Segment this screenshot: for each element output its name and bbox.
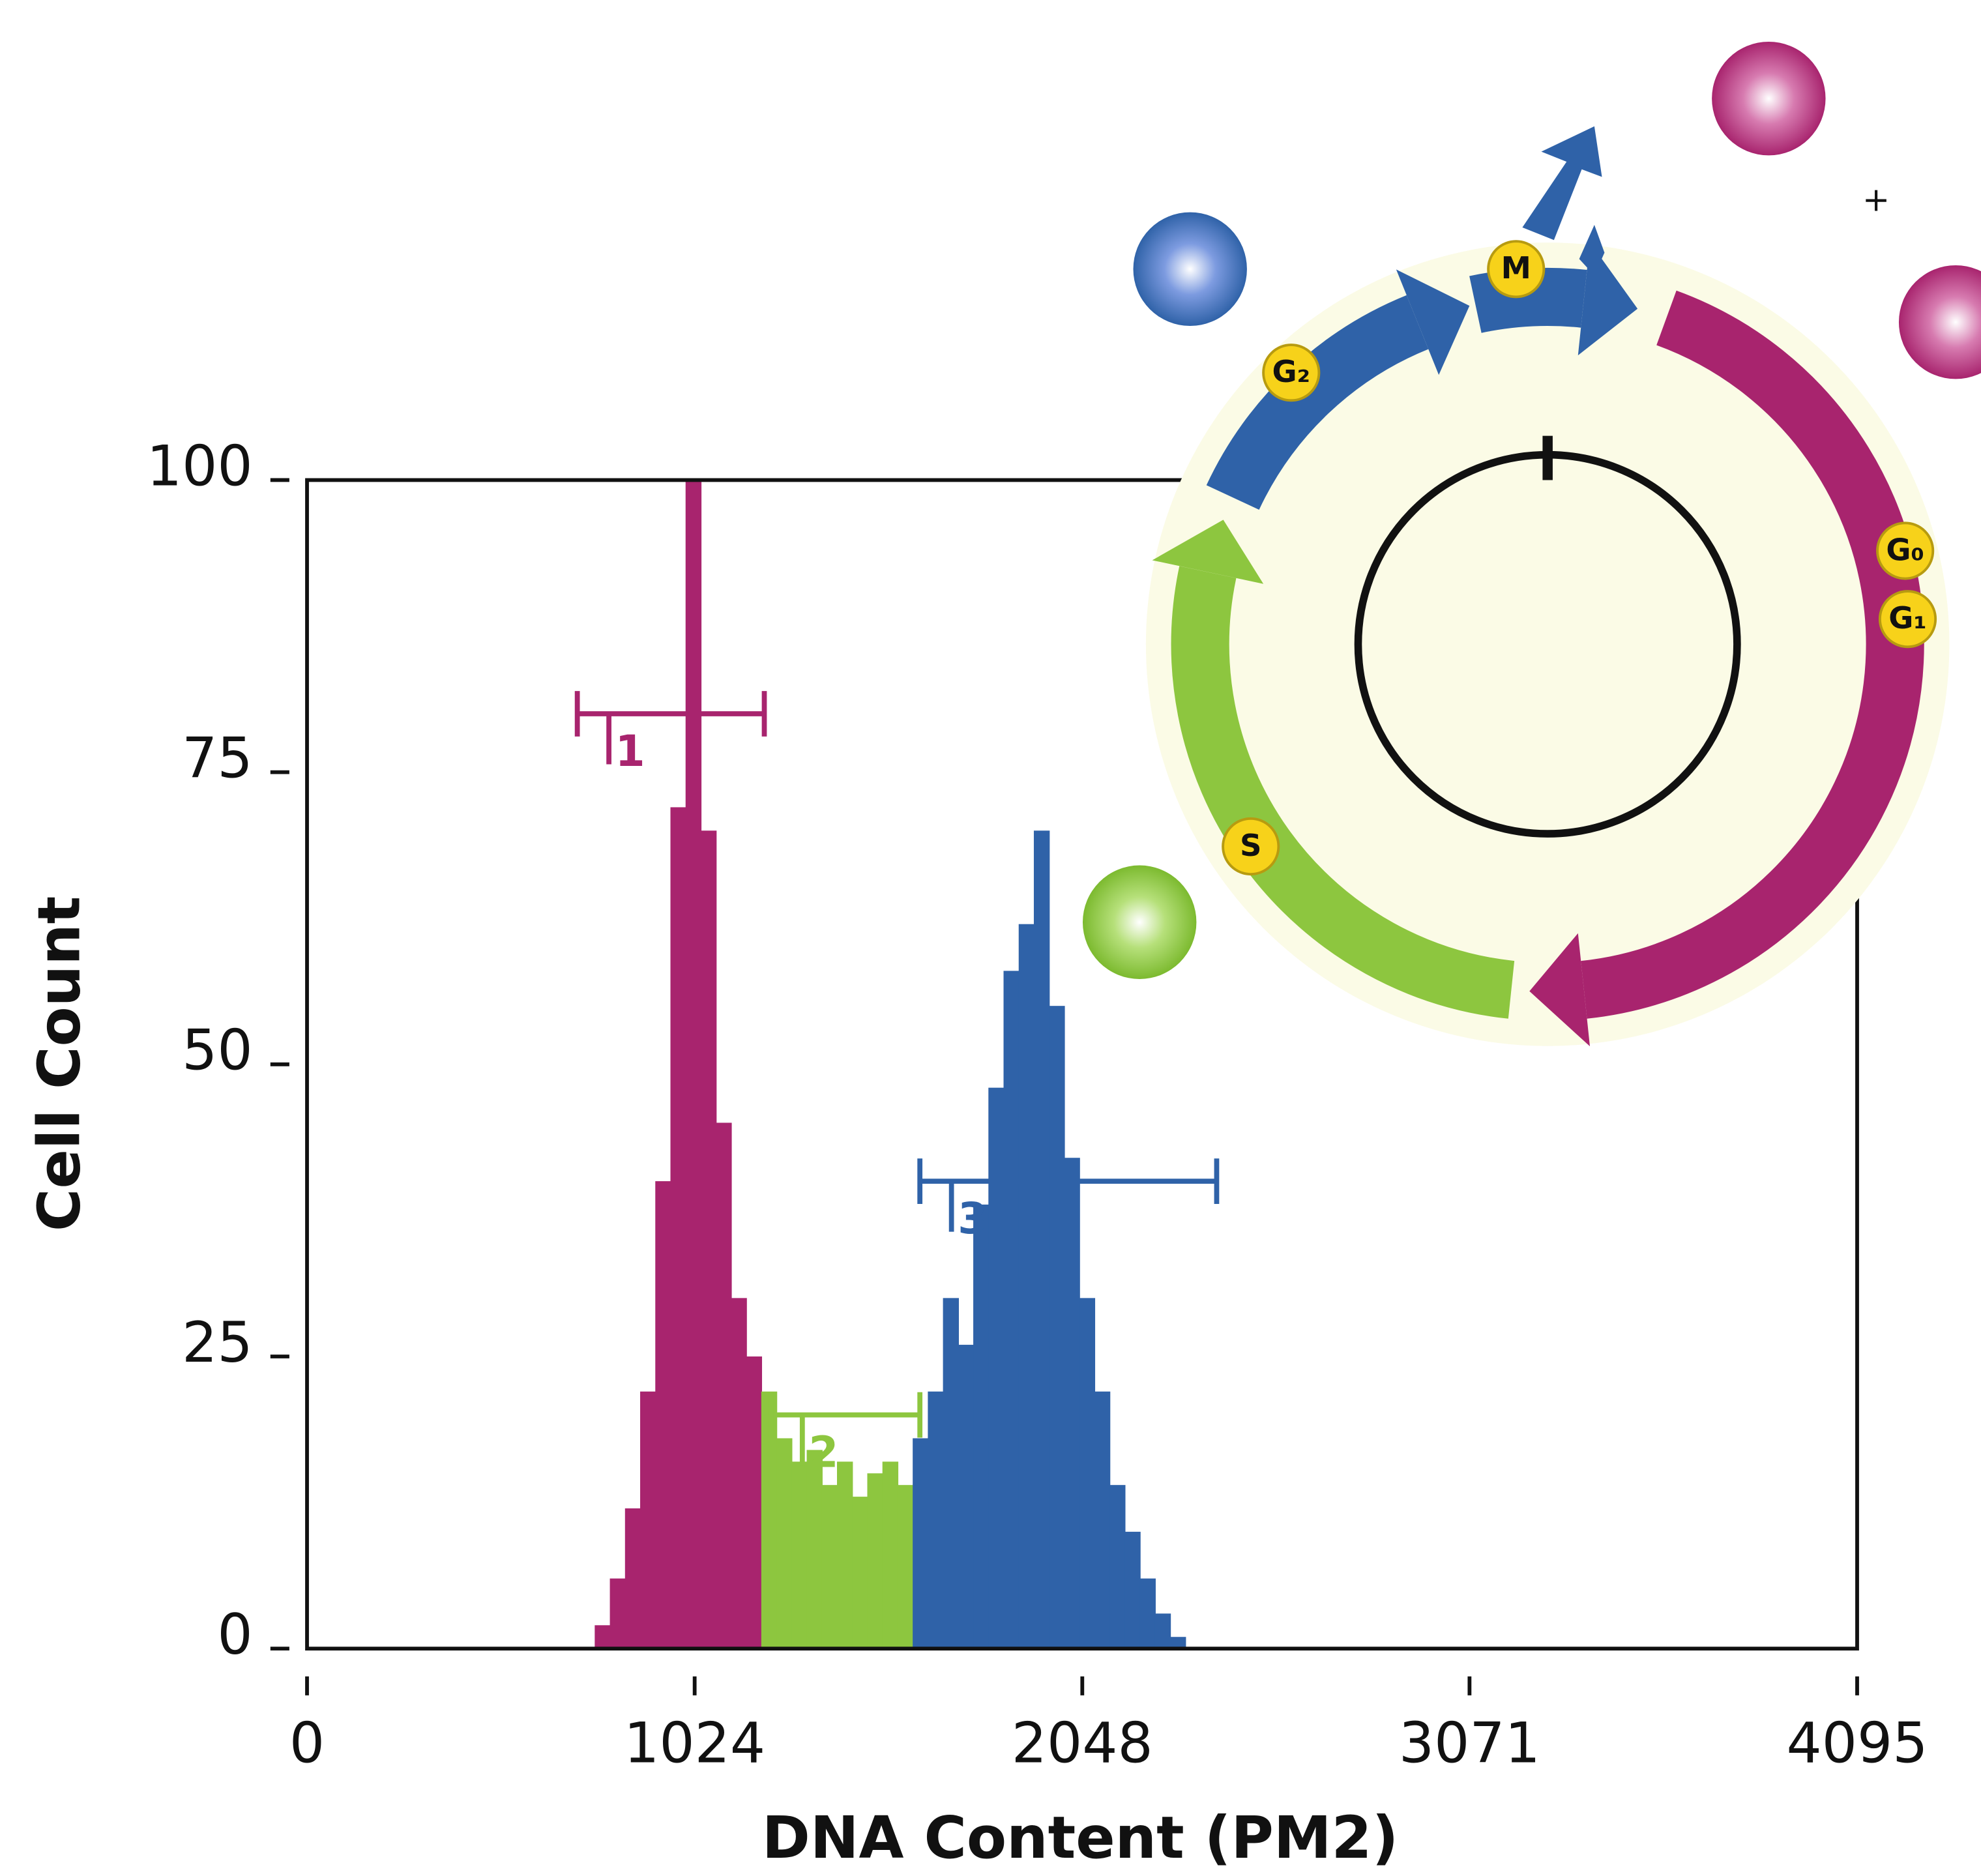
histogram-bar — [1049, 1006, 1064, 1649]
histogram-bar — [746, 1356, 762, 1649]
histogram-bar — [1140, 1579, 1156, 1649]
histogram-bar — [1109, 1485, 1125, 1649]
phase-label: M — [1501, 250, 1531, 286]
histogram-bar — [594, 1625, 610, 1649]
histogram-bar — [1034, 830, 1049, 1649]
histogram-bar — [837, 1461, 853, 1649]
histogram-bar — [701, 830, 716, 1649]
phase-label: G₁ — [1888, 600, 1927, 636]
cell-icon — [1083, 866, 1196, 979]
x-axis-title: DNA Content (PM2) — [762, 1804, 1398, 1872]
m-arc — [1475, 297, 1584, 304]
division-arrow — [1522, 126, 1602, 240]
cell-cycle-diagram: + M G₂ S G₀ G₁ — [1083, 42, 1981, 1046]
histogram-bar — [1064, 1158, 1079, 1649]
y-axis-title: Cell Count — [25, 896, 93, 1231]
plot-area — [594, 480, 1186, 1649]
gate-label: 1 — [615, 726, 645, 776]
histogram-bar — [988, 1088, 1004, 1649]
histogram — [594, 480, 1186, 1649]
phase-label: S — [1240, 828, 1262, 863]
histogram-bar — [640, 1392, 656, 1649]
histogram-bar — [898, 1485, 913, 1649]
histogram-bar — [958, 1345, 974, 1649]
histogram-bar — [716, 1122, 731, 1649]
histogram-bar — [883, 1461, 898, 1649]
cell-icon — [1133, 213, 1246, 326]
histogram-bar — [973, 1205, 989, 1649]
gate-label: 2 — [809, 1428, 839, 1478]
histogram-bar — [867, 1473, 883, 1649]
histogram-bar — [1079, 1298, 1095, 1649]
page: {"chart_data": { "type": "histogram", "x… — [0, 0, 1981, 1876]
x-tick-label: 2048 — [1012, 1712, 1153, 1776]
y-tick-label: 50 — [182, 1019, 253, 1083]
histogram-bar — [1124, 1532, 1140, 1649]
x-tick-label: 3071 — [1399, 1712, 1540, 1776]
x-tick-label: 4095 — [1787, 1712, 1928, 1776]
phase-label: G₂ — [1272, 354, 1310, 389]
histogram-bar — [670, 807, 686, 1649]
histogram-bar — [913, 1438, 928, 1649]
histogram-bar — [807, 1450, 823, 1649]
y-tick-label: 75 — [182, 727, 253, 791]
y-tick-label: 100 — [147, 434, 253, 499]
histogram-bar — [791, 1461, 807, 1649]
y-tick-label: 25 — [182, 1311, 253, 1375]
x-tick-label: 1024 — [624, 1712, 765, 1776]
x-tick-label: 0 — [289, 1712, 325, 1776]
histogram-bar — [686, 480, 701, 1649]
histogram-bar — [928, 1392, 943, 1649]
histogram-bar — [1155, 1613, 1171, 1649]
y-tick-label: 0 — [217, 1603, 252, 1667]
histogram-bar — [731, 1298, 746, 1649]
histogram-bar — [655, 1181, 671, 1649]
plus-sign: + — [1862, 181, 1890, 219]
histogram-bar — [610, 1579, 626, 1649]
histogram-bar — [776, 1438, 792, 1649]
histogram-bar — [852, 1497, 868, 1649]
histogram-bar — [943, 1298, 959, 1649]
chart: DNA Content (PM2) Cell Count + MG₂SG₀G₁ … — [0, 0, 1981, 1876]
histogram-bar — [1094, 1392, 1110, 1649]
histogram-bar — [625, 1508, 641, 1649]
cell-icon — [1712, 42, 1825, 155]
cell-icon — [1899, 265, 1981, 379]
histogram-bar — [822, 1485, 838, 1649]
gate-label: 3 — [958, 1194, 988, 1244]
phase-label: G₀ — [1886, 532, 1924, 567]
histogram-bar — [1004, 971, 1020, 1649]
histogram-bar — [1019, 924, 1035, 1649]
